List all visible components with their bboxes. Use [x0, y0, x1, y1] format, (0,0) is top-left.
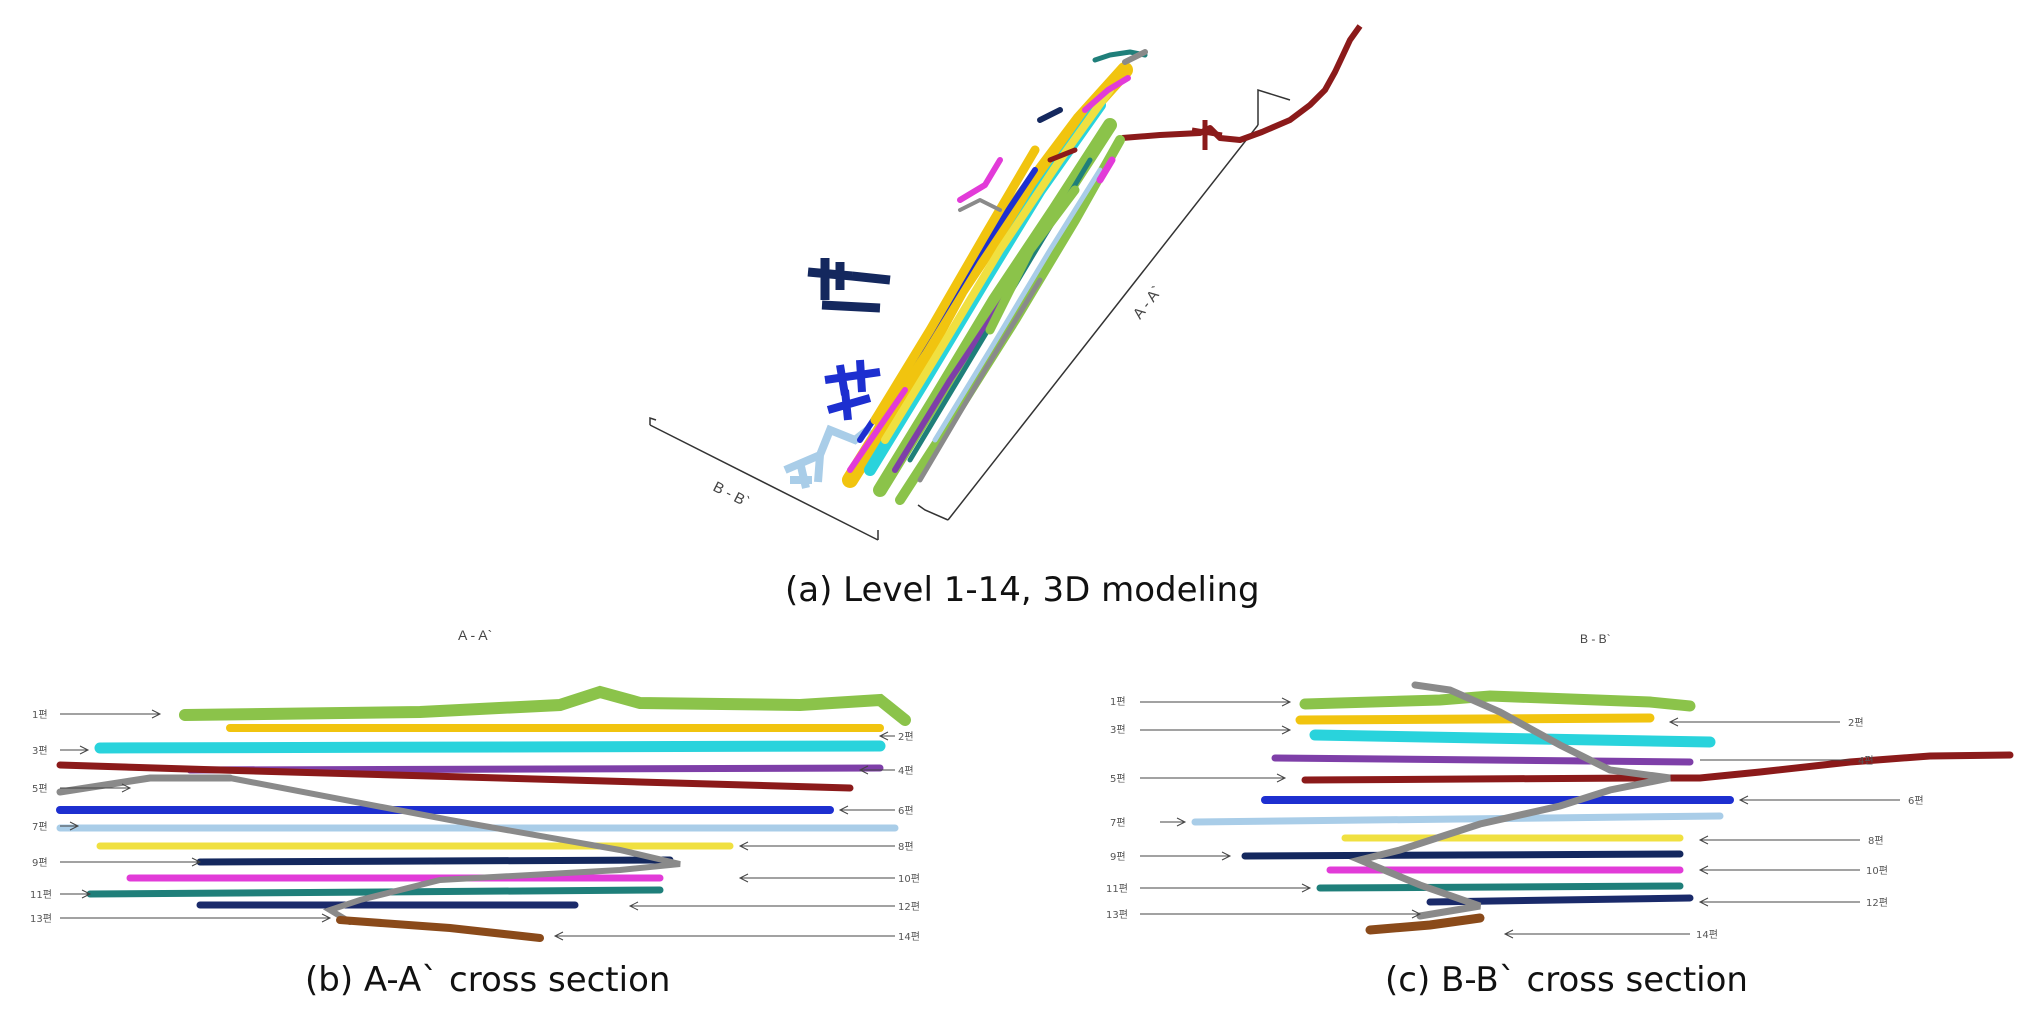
aa-label-right-5: 12편	[898, 901, 920, 913]
aa-level-bars	[56, 685, 911, 942]
bb-label-right-5: 12편	[1866, 897, 1888, 909]
bb-label-left-3: 7편	[1110, 817, 1126, 829]
bb-label-left-1: 3편	[1110, 724, 1126, 736]
bb-dimension-line	[649, 416, 879, 541]
section-aa: 1편 3편 5편 7편 9편 11편 13편 2편 4편 6편 8편 10편 1…	[30, 685, 920, 943]
aa-level-arrows	[60, 709, 895, 941]
bb-label-right-6: 14편	[1696, 929, 1718, 941]
level-9-branch	[807, 258, 891, 313]
bb-label-left-6: 13편	[1106, 909, 1128, 921]
aa-label: A - A`	[1130, 283, 1166, 322]
bb-level-bars	[1191, 681, 2014, 935]
aa-label-left-6: 13편	[30, 913, 52, 925]
section-aa-title: A - A`	[458, 627, 493, 643]
bb-label: B - B`	[710, 478, 752, 511]
aa-label-right-4: 10편	[898, 873, 920, 885]
aa-label-left-0: 1편	[32, 709, 48, 721]
section-bb-title: B - B`	[1580, 632, 1611, 646]
bb-level-arrows	[1140, 697, 1900, 939]
aa-label-left-1: 3편	[32, 745, 48, 757]
bb-label-left-4: 9편	[1110, 851, 1126, 863]
3d-model: A - A` B - B`	[649, 24, 1363, 541]
bb-label-left-0: 1편	[1110, 696, 1126, 708]
section-bb: 1편 3편 5편 7편 9편 11편 13편 2편 4편 6편 8편 10편 1…	[1106, 681, 2014, 941]
aa-label-right-3: 8편	[898, 841, 914, 853]
caption-c: (c) B-B` cross section	[1385, 960, 1748, 1000]
bb-label-right-3: 8편	[1868, 835, 1884, 847]
bb-label-right-4: 10편	[1866, 865, 1888, 877]
aa-label-left-5: 11편	[30, 889, 52, 901]
aa-label-right-6: 14편	[898, 931, 920, 943]
level-6-branch	[824, 359, 881, 421]
aa-label-left-3: 7편	[32, 821, 48, 833]
caption-b: (b) A-A` cross section	[305, 960, 671, 1000]
aa-label-right-0: 2편	[898, 731, 914, 743]
level-5-crosscut	[1191, 120, 1223, 150]
bb-label-right-0: 2편	[1848, 717, 1864, 729]
aa-label-right-2: 6편	[898, 805, 914, 817]
bb-right-labels: 2편 4편 6편 8편 10편 12편 14편	[1696, 717, 1924, 941]
aa-label-left-2: 5편	[32, 783, 48, 795]
aa-right-labels: 2편 4편 6편 8편 10편 12편 14편	[898, 731, 920, 943]
level-7-branch	[783, 424, 873, 489]
level-5-tunnel	[1121, 24, 1363, 143]
aa-label-left-4: 9편	[32, 857, 48, 869]
ore-body-strands	[842, 49, 1148, 505]
aa-label-right-1: 4편	[898, 765, 914, 777]
bb-label-right-1: 4편	[1858, 755, 1874, 767]
bb-label-left-2: 5편	[1110, 773, 1126, 785]
bb-label-right-2: 6편	[1908, 795, 1924, 807]
aa-dimension-line	[917, 88, 1291, 521]
caption-a: (a) Level 1-14, 3D modeling	[785, 570, 1260, 610]
bb-label-left-5: 11편	[1106, 883, 1128, 895]
aa-left-labels: 1편 3편 5편 7편 9편 11편 13편	[30, 709, 52, 925]
bb-left-labels: 1편 3편 5편 7편 9편 11편 13편	[1106, 696, 1128, 921]
